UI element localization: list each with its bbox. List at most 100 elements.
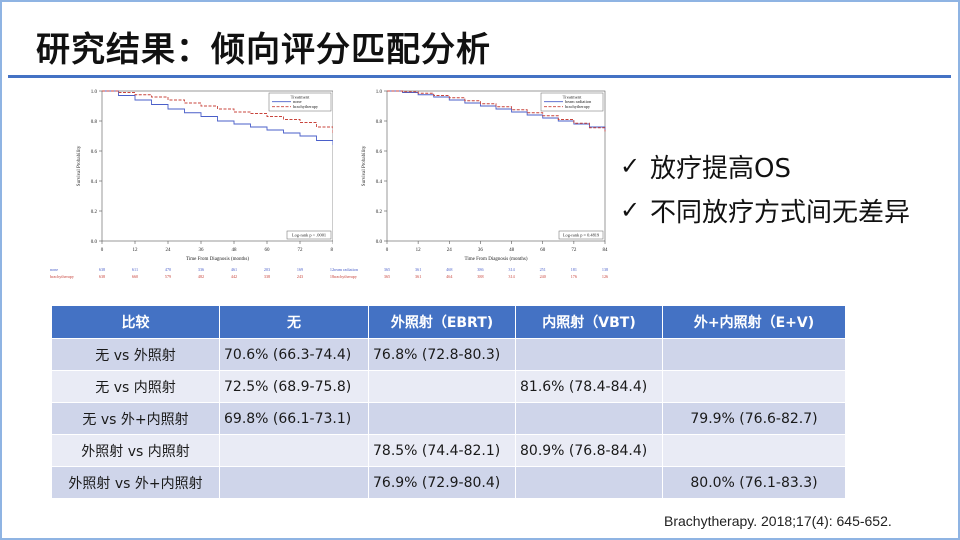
table-header-cell: 无 (219, 305, 369, 339)
slide-title: 研究结果：倾向评分匹配分析 (36, 30, 491, 70)
km-plot-beam-vs-brachytherapy: 0.0 0.2 0.4 0.6 0.8 1.0 0 12 24 36 48 60 72 84 Time Fr… (333, 80, 613, 292)
risk-table-value: 579 (165, 274, 171, 279)
x-tick-label: 0 (101, 248, 104, 253)
legend-entry: brachytherapy (293, 104, 319, 109)
risk-table-label: beam radiation (333, 267, 359, 272)
table-cell: 78.5% (74.4-82.1) (368, 434, 516, 467)
plot-frame (386, 90, 606, 242)
risk-table-value: 638 (99, 274, 105, 279)
table-cell: 外照射 vs 内照射 (51, 434, 220, 467)
risk-table-label: brachytherapy (50, 274, 75, 279)
y-tick-label: 1.0 (91, 90, 98, 95)
title-underline (8, 75, 951, 78)
y-axis-label: Survival Probability (362, 145, 367, 186)
risk-table-value: 203 (264, 267, 270, 272)
table-row: 无 vs 外+内照射 69.8% (66.1-73.1) 79.9% (76.6… (51, 402, 846, 435)
risk-table-value: 386 (477, 267, 483, 272)
legend-entry: brachytherapy (565, 104, 591, 109)
legend-box (268, 92, 332, 112)
table-cell: 80.0% (76.1-83.3) (662, 466, 846, 499)
x-tick-label: 60 (265, 248, 271, 253)
table-cell (662, 338, 846, 371)
table-cell: 外照射 vs 外+内照射 (51, 466, 220, 499)
risk-table-value: 361 (415, 274, 421, 279)
risk-table-value: 388 (477, 274, 483, 279)
table-cell: 76.9% (72.9-80.4) (368, 466, 516, 499)
km-chart-2: 0.0 0.2 0.4 0.6 0.8 1.0 0 12 24 36 48 60 72 84 Time Fr… (333, 90, 608, 279)
table-cell: 无 vs 外照射 (51, 338, 220, 371)
x-tick-label: 24 (166, 248, 172, 253)
risk-table-value: 181 (571, 267, 577, 272)
y-tick-label: 0.2 (91, 210, 98, 215)
y-tick-label: 0.2 (376, 210, 383, 215)
y-tick-label: 0.4 (376, 180, 383, 185)
y-tick-label: 0.4 (91, 180, 98, 185)
checkmark-icon: ✓ (620, 152, 641, 180)
risk-table-value: 338 (264, 274, 270, 279)
table-header-row: 比较 无 外照射（EBRT) 内照射（VBT) 外+内照射（E+V) (51, 305, 846, 339)
results-table: 比较 无 外照射（EBRT) 内照射（VBT) 外+内照射（E+V) 无 vs … (51, 305, 846, 499)
x-axis-label: Time From Diagnosis (months) (186, 257, 249, 262)
risk-table-value: 361 (415, 267, 421, 272)
x-tick-label: 36 (478, 248, 484, 253)
table-cell: 81.6% (78.4-84.4) (515, 370, 663, 403)
table-row: 外照射 vs 外+内照射 76.9% (72.9-80.4) 80.0% (76… (51, 466, 846, 499)
risk-table-value: 464 (446, 274, 453, 279)
risk-table-value: 314 (508, 274, 515, 279)
risk-table-value: 314 (508, 267, 515, 272)
survival-curve-brachytherapy (102, 90, 334, 135)
risk-table-label: none (50, 267, 58, 272)
risk-table-value: 442 (231, 274, 237, 279)
table-cell (515, 466, 663, 499)
x-tick-label: 0 (386, 248, 389, 253)
x-tick-label: 24 (447, 248, 453, 253)
x-tick-label: 12 (133, 248, 139, 253)
table-cell (515, 338, 663, 371)
conclusion-text: 不同放疗方式间无差异 (650, 197, 911, 228)
legend-entry: none (293, 99, 302, 104)
conclusion-item: ✓ 不同放疗方式间无差异 (620, 190, 910, 230)
legend-entry: beam radiation (565, 99, 592, 104)
risk-table-value: 468 (446, 267, 452, 272)
table-cell: 76.8% (72.8-80.3) (368, 338, 516, 371)
table-cell (368, 402, 516, 435)
table-cell: 80.9% (76.8-84.4) (515, 434, 663, 467)
legend-title: Treatment (291, 95, 310, 100)
table-row: 无 vs 外照射 70.6% (66.3-74.4) 76.8% (72.8-8… (51, 338, 846, 371)
conclusion-text: 放疗提高OS (650, 153, 791, 184)
risk-table-value: 611 (132, 267, 138, 272)
table-header-cell: 比较 (51, 305, 220, 339)
table-header-cell: 外照射（EBRT) (368, 305, 516, 339)
risk-table-value: 461 (231, 267, 237, 272)
table-row: 无 vs 内照射 72.5% (68.9-75.8) 81.6% (78.4-8… (51, 370, 846, 403)
table-header-cell: 内照射（VBT) (515, 305, 663, 339)
y-axis-label: Survival Probability (77, 145, 82, 186)
y-tick-label: 0.6 (91, 150, 98, 155)
y-tick-label: 0.8 (91, 120, 98, 125)
risk-table-value: 243 (297, 274, 303, 279)
conclusion-list: ✓ 放疗提高OS ✓ 不同放疗方式间无差异 (620, 146, 910, 234)
legend-box (540, 92, 604, 112)
table-cell: 70.6% (66.3-74.4) (219, 338, 369, 371)
table-cell: 72.5% (68.9-75.8) (219, 370, 369, 403)
y-tick-label: 0.0 (91, 240, 98, 245)
pvalue-text: Log-rank p < .0001 (292, 233, 326, 238)
x-tick-label: 12 (416, 248, 422, 253)
table-header-cell: 外+内照射（E+V) (662, 305, 846, 339)
risk-table-value: 365 (384, 274, 390, 279)
risk-table-value: 126 (602, 274, 608, 279)
pvalue-box (558, 230, 604, 240)
table-cell (662, 370, 846, 403)
citation: Brachytherapy. 2018;17(4): 645-652. (664, 513, 892, 529)
risk-table-value: 138 (602, 267, 608, 272)
conclusion-item: ✓ 放疗提高OS (620, 146, 910, 186)
y-tick-label: 1.0 (376, 90, 383, 95)
x-tick-label: 72 (298, 248, 304, 253)
x-axis-label: Time From Diagnosis (months) (464, 257, 527, 262)
x-tick-label: 48 (232, 248, 238, 253)
x-tick-label: 60 (540, 248, 546, 253)
x-tick-label: 72 (571, 248, 577, 253)
survival-curve-none (102, 90, 334, 145)
